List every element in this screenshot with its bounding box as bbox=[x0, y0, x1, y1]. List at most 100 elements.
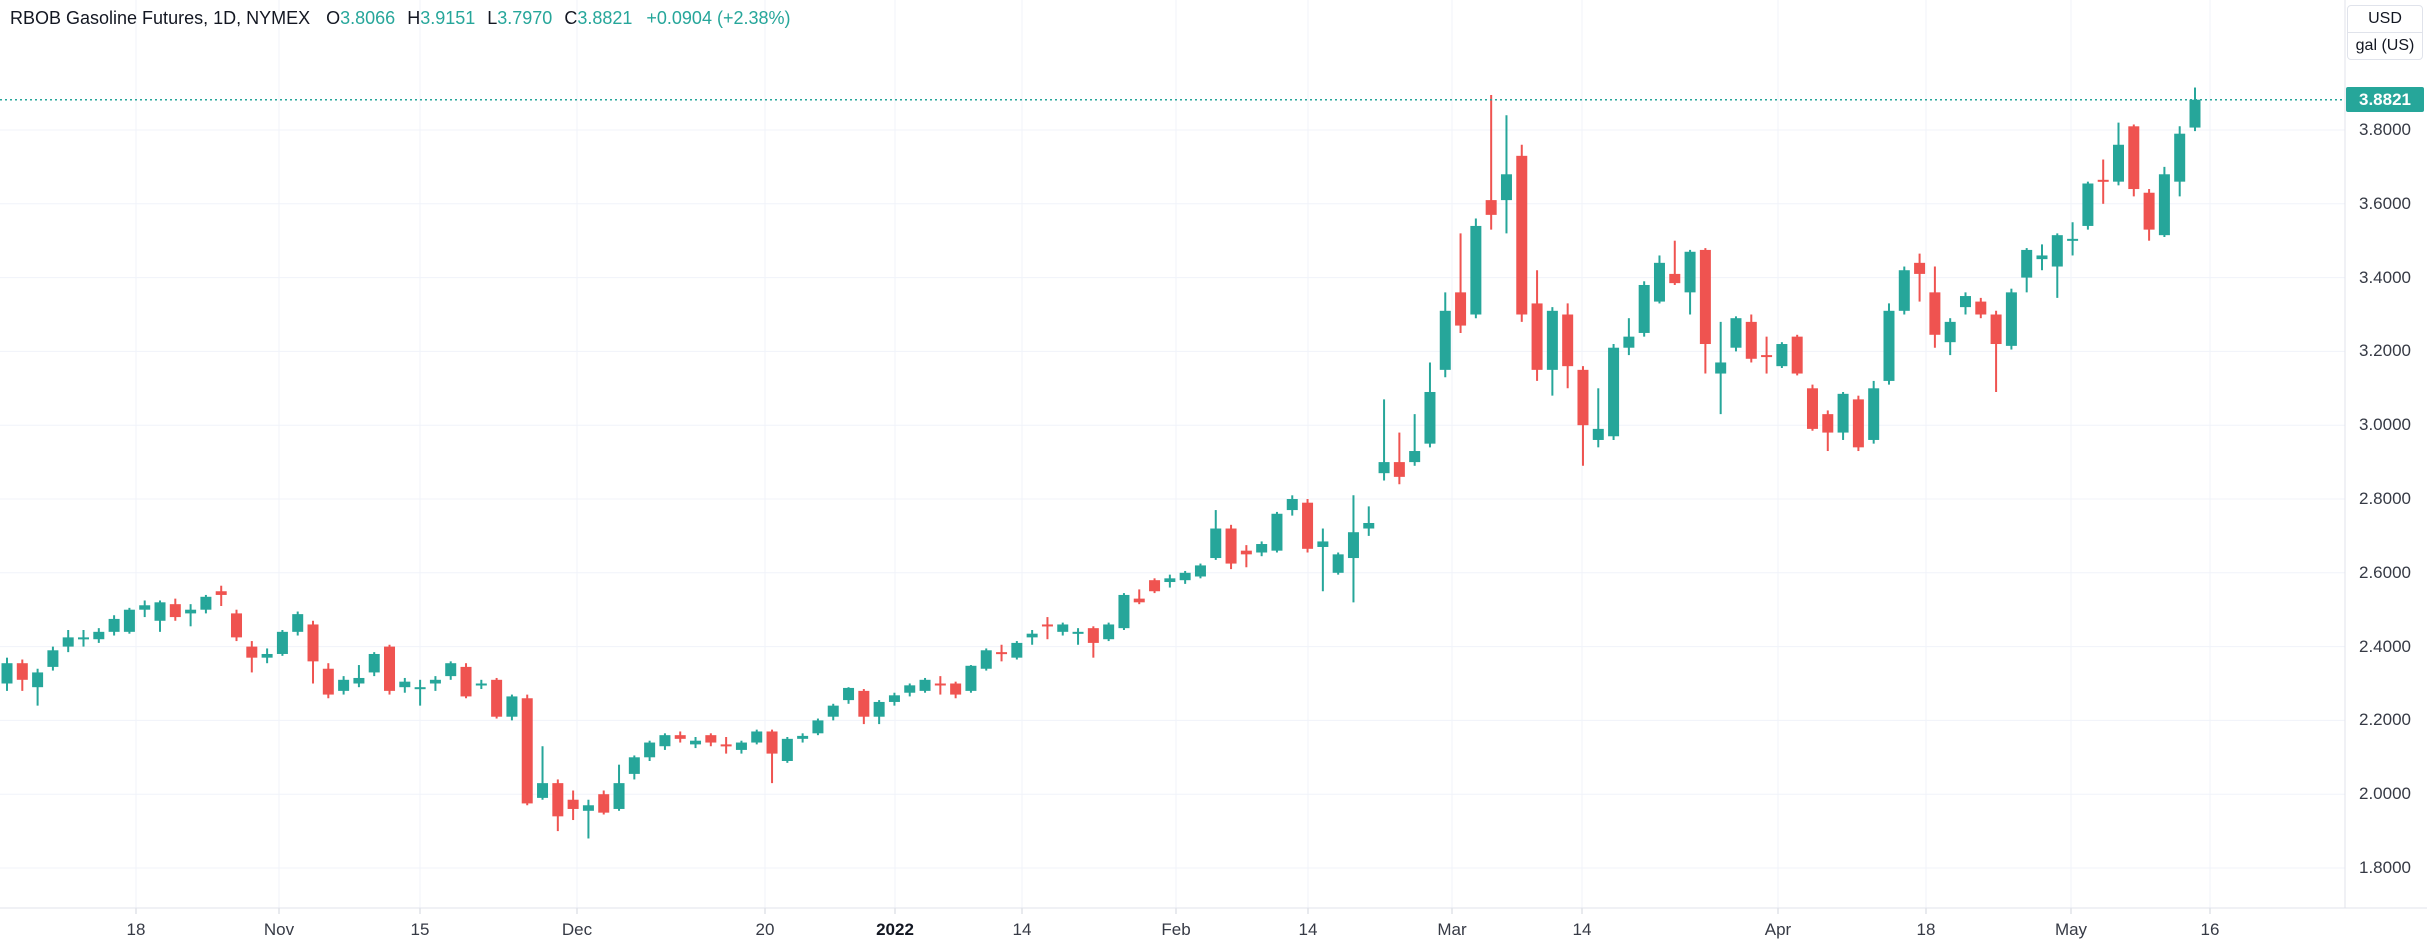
candle bbox=[1057, 622, 1069, 636]
candle bbox=[231, 609, 243, 642]
candle bbox=[16, 659, 28, 691]
candle bbox=[368, 652, 380, 677]
candle bbox=[1317, 528, 1329, 592]
candle bbox=[690, 737, 702, 749]
candle bbox=[1669, 240, 1681, 285]
symbol-title: RBOB Gasoline Futures, 1D, NYMEX bbox=[10, 8, 311, 28]
candle bbox=[215, 585, 227, 607]
candle bbox=[1133, 589, 1145, 605]
candle bbox=[123, 607, 135, 634]
candle bbox=[108, 615, 120, 636]
candle bbox=[414, 679, 426, 706]
candle bbox=[2158, 166, 2170, 238]
candle bbox=[1485, 94, 1497, 230]
candle bbox=[1363, 506, 1375, 536]
candle bbox=[812, 718, 824, 736]
candle bbox=[2143, 189, 2155, 241]
candle bbox=[1761, 336, 1773, 374]
price-axis-label: 2.0000 bbox=[2359, 784, 2411, 804]
candle bbox=[919, 677, 931, 693]
symbol-legend[interactable]: RBOB Gasoline Futures, 1D, NYMEX O3.8066 H… bbox=[10, 8, 791, 29]
candle bbox=[1684, 249, 1696, 315]
candle bbox=[1883, 303, 1895, 385]
candle bbox=[78, 629, 90, 647]
candle bbox=[261, 648, 273, 664]
candle bbox=[1776, 342, 1788, 369]
price-change: +0.0904 (+2.38%) bbox=[646, 8, 791, 28]
candle bbox=[705, 733, 717, 747]
candle bbox=[766, 729, 778, 784]
candle bbox=[322, 663, 334, 699]
candle bbox=[292, 611, 304, 636]
candle bbox=[582, 799, 594, 839]
candle bbox=[659, 733, 671, 750]
candle bbox=[1041, 617, 1053, 640]
candle bbox=[1347, 495, 1359, 603]
price-axis-label: 3.4000 bbox=[2359, 267, 2411, 287]
candle bbox=[1378, 399, 1390, 481]
ohlc-low: L3.7970 bbox=[487, 8, 553, 28]
price-axis-label: 3.8000 bbox=[2359, 120, 2411, 139]
candle bbox=[1837, 391, 1849, 440]
candle bbox=[1026, 629, 1038, 645]
candle bbox=[1623, 318, 1635, 356]
candle bbox=[1577, 366, 1589, 466]
candle bbox=[1286, 495, 1298, 516]
time-axis-label: 14 bbox=[1298, 920, 1318, 939]
currency-button[interactable]: USD bbox=[2368, 10, 2402, 27]
time-axis-label: 18 bbox=[126, 920, 146, 939]
time-axis-label: Mar bbox=[1437, 920, 1467, 939]
candle bbox=[1806, 384, 1818, 431]
time-axis-label: 14 bbox=[1572, 920, 1592, 939]
candle bbox=[399, 677, 411, 693]
candle bbox=[1179, 570, 1191, 584]
candle bbox=[1194, 563, 1206, 579]
candle bbox=[1103, 622, 1115, 642]
candle bbox=[93, 628, 105, 643]
candle bbox=[950, 681, 962, 699]
candle bbox=[2036, 244, 2048, 271]
candle bbox=[1562, 303, 1574, 389]
price-axis-label: 3.0000 bbox=[2359, 415, 2411, 435]
unit-button[interactable]: gal (US) bbox=[2348, 32, 2422, 59]
candle bbox=[445, 661, 457, 680]
candle bbox=[1072, 628, 1084, 645]
candle bbox=[1210, 510, 1222, 560]
candle bbox=[1990, 310, 2002, 392]
price-axis-label: 2.4000 bbox=[2359, 636, 2411, 656]
candle bbox=[781, 737, 793, 763]
candle bbox=[521, 694, 533, 806]
candle bbox=[537, 746, 549, 800]
candle bbox=[2112, 122, 2124, 186]
price-axis[interactable]: 3.8821 3.8000 3.6000 3.4000 3.2000 3.0000 2.8… bbox=[2345, 0, 2427, 908]
candle bbox=[613, 764, 625, 811]
candle bbox=[2128, 124, 2140, 197]
price-axis-label: 2.8000 bbox=[2359, 489, 2411, 508]
time-axis-label: 16 bbox=[2200, 920, 2220, 939]
candle bbox=[185, 604, 197, 627]
candle bbox=[1791, 334, 1803, 376]
price-axis-label: 3.6000 bbox=[2359, 193, 2411, 213]
candle bbox=[827, 703, 839, 721]
candle bbox=[429, 676, 441, 691]
candle bbox=[62, 629, 74, 653]
time-axis-label: 20 bbox=[755, 920, 775, 939]
candle bbox=[628, 755, 640, 780]
candle bbox=[1302, 499, 1314, 553]
candle bbox=[735, 740, 747, 754]
candle bbox=[858, 689, 870, 725]
candle bbox=[200, 594, 212, 614]
candle bbox=[276, 629, 288, 656]
candle bbox=[1944, 318, 1956, 356]
candle bbox=[1852, 395, 1864, 452]
candle bbox=[1546, 307, 1558, 396]
candle bbox=[139, 600, 151, 618]
candle bbox=[1011, 641, 1023, 660]
candle bbox=[1225, 524, 1237, 570]
ohlc-open: O3.8066 bbox=[326, 8, 396, 28]
time-axis-label: Apr bbox=[1764, 920, 1792, 939]
candle bbox=[1271, 511, 1283, 553]
ohlc-high: H3.9151 bbox=[407, 8, 476, 28]
time-axis[interactable]: 18 Nov 15 Dec 20 2022 14 Feb 14 Mar 14 Apr 18 May 16 bbox=[0, 908, 2345, 952]
